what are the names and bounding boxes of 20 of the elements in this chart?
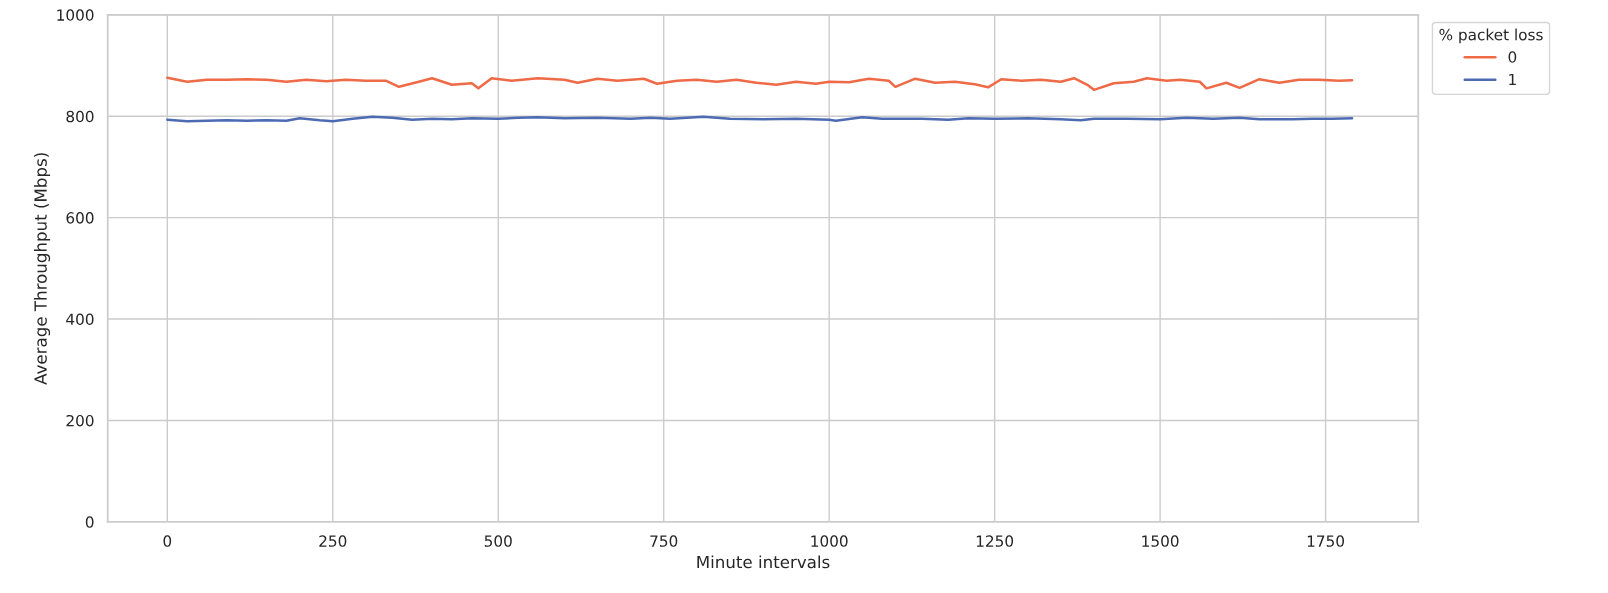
x-tick-label: 750 — [650, 535, 678, 547]
y-tick-label: 800 — [66, 110, 94, 123]
y-axis-title: Average Throughput (Mbps) — [33, 153, 51, 385]
legend-label: 1 — [1509, 73, 1516, 86]
x-tick-label: 250 — [319, 535, 347, 547]
x-tick-label: 1750 — [1307, 535, 1345, 547]
x-axis-title: Minute intervals — [697, 555, 830, 569]
x-tick-label: 1250 — [976, 535, 1014, 547]
y-tick-label: 1000 — [57, 9, 94, 21]
legend-title: % packet loss — [1439, 28, 1543, 44]
y-tick-label: 400 — [66, 313, 94, 326]
legend-label: 0 — [1508, 51, 1517, 63]
x-tick-label: 1500 — [1142, 535, 1179, 547]
y-tick-label: 600 — [66, 212, 94, 224]
line-series — [166, 76, 1354, 92]
y-tick-label: 200 — [66, 414, 94, 427]
x-tick-label: 500 — [484, 535, 512, 547]
x-tick-label: 1000 — [811, 535, 848, 547]
y-tick-label: 0 — [85, 516, 94, 528]
x-tick-label: 0 — [163, 535, 172, 547]
